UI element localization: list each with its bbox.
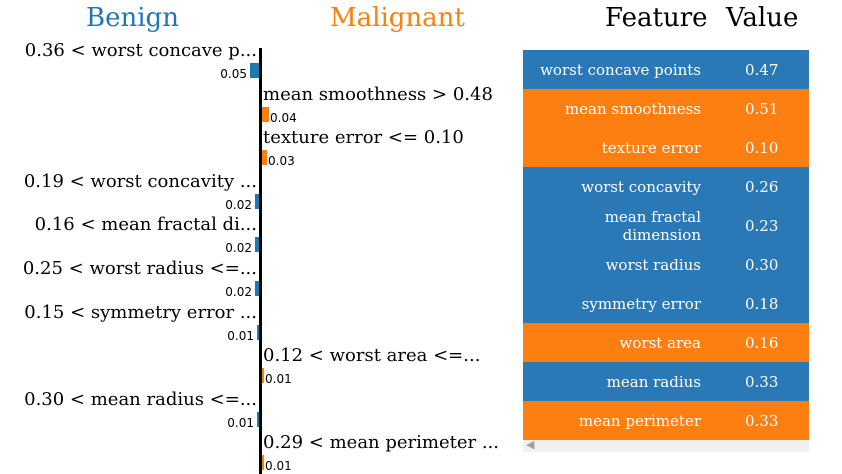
feature-condition-label: texture error <= 0.10 [263, 127, 464, 148]
feature-value-cell: 0.26 [745, 177, 779, 196]
feature-name-cell: mean perimeter [578, 411, 701, 430]
feature-condition-label: mean smoothness > 0.48 [263, 84, 493, 105]
feature-name-cell: worst concave points [540, 60, 701, 79]
feature-condition-label: 0.12 < worst area <=... [263, 345, 481, 366]
table-row: mean radius 0.33 [523, 362, 809, 401]
feature-bar-value: 0.03 [268, 154, 295, 168]
feature-bar-value: 0.01 [265, 372, 292, 386]
table-row: worst radius 0.30 [523, 245, 809, 284]
feature-value-cell: 0.33 [745, 411, 779, 430]
feature-value-cell: 0.18 [745, 294, 779, 313]
feature-bar [255, 281, 259, 296]
feature-bar-value: 0.01 [227, 416, 254, 430]
feature-value-cell: 0.16 [745, 333, 779, 352]
table-row: symmetry error 0.18 [523, 284, 809, 323]
table-row: mean perimeter 0.33 [523, 401, 809, 440]
table-row: worst concavity 0.26 [523, 167, 809, 206]
feature-bar-value: 0.02 [225, 241, 252, 255]
feature-condition-label: 0.19 < worst concavity ... [23, 171, 257, 192]
center-axis [259, 48, 262, 474]
table-row: worst area 0.16 [523, 323, 809, 362]
feature-bar [262, 150, 267, 165]
feature-value-cell: 0.10 [745, 138, 779, 157]
feature-bar [262, 455, 264, 470]
feature-condition-label: 0.16 < mean fractal di... [34, 214, 257, 235]
table-row: mean fractal dimension 0.23 [523, 206, 809, 245]
feature-condition-label: 0.36 < worst concave p... [24, 40, 257, 61]
feature-bar-value: 0.04 [270, 111, 297, 125]
feature-condition-label: 0.15 < symmetry error ... [24, 302, 257, 323]
feature-bar-value: 0.02 [225, 285, 252, 299]
feature-bar [257, 325, 259, 340]
benign-header: Benign [86, 3, 179, 33]
feature-name-cell: worst radius [605, 255, 701, 274]
value-header: Value [726, 3, 799, 33]
feature-name-cell: worst area [619, 333, 701, 352]
feature-name-cell: mean smoothness [564, 99, 701, 118]
feature-name-cell: worst concavity [581, 177, 701, 196]
table-row: texture error 0.10 [523, 128, 809, 167]
malignant-header: Malignant [330, 3, 465, 33]
table-row: mean smoothness 0.51 [523, 89, 809, 128]
feature-bar-value: 0.05 [220, 67, 247, 81]
feature-condition-label: 0.30 < mean radius <=... [24, 389, 257, 410]
feature-bar [255, 237, 259, 252]
feature-condition-label: 0.29 < mean perimeter ... [263, 432, 500, 453]
feature-header: Feature [605, 3, 708, 33]
feature-name-cell: symmetry error [581, 294, 701, 313]
feature-bar [250, 63, 259, 78]
horizontal-scrollbar[interactable]: ◀ [523, 438, 809, 452]
feature-value-cell: 0.47 [745, 60, 779, 79]
feature-bar [255, 194, 259, 209]
feature-condition-label: 0.25 < worst radius <=... [22, 258, 257, 279]
table-row: worst concave points 0.47 [523, 50, 809, 89]
feature-bar [257, 412, 259, 427]
feature-bar-value: 0.01 [227, 329, 254, 343]
scroll-left-arrow-icon[interactable]: ◀ [526, 438, 535, 451]
feature-name-cell: mean radius [606, 372, 701, 391]
feature-value-cell: 0.33 [745, 372, 779, 391]
feature-name-cell: texture error [601, 138, 701, 157]
feature-bar-value: 0.01 [265, 459, 292, 473]
feature-bar [262, 107, 269, 122]
feature-name-cell: mean fractal dimension [604, 207, 701, 244]
feature-value-cell: 0.30 [745, 255, 779, 274]
feature-bar-value: 0.02 [225, 198, 252, 212]
feature-value-cell: 0.51 [745, 99, 779, 118]
feature-value-table: worst concave points 0.47 mean smoothness 0… [523, 50, 809, 440]
feature-value-cell: 0.23 [745, 216, 779, 235]
feature-bar [262, 368, 264, 383]
